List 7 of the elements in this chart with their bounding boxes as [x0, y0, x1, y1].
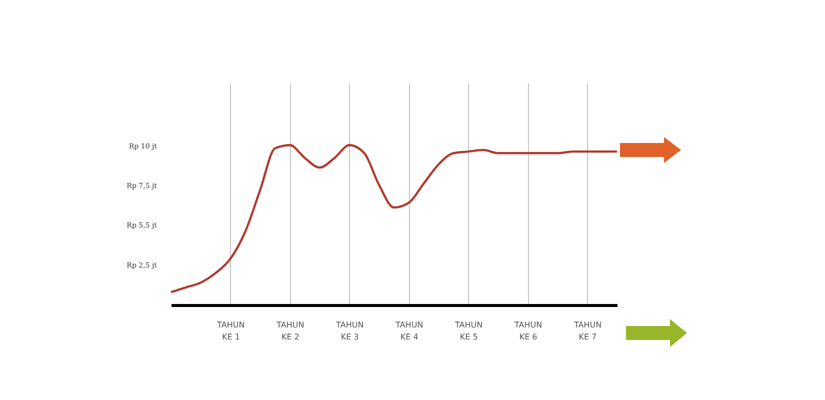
x-tick-label: TAHUN KE 5 — [454, 320, 483, 342]
x-tick-label: TAHUN KE 7 — [572, 320, 602, 342]
x-tick-label: TAHUN KE 4 — [394, 320, 424, 342]
x-tick-label: TAHUN KE 1 — [216, 320, 245, 342]
x-tick-label: TAHUN KE 2 — [276, 320, 304, 342]
x-tick-label: TAHUN KE 6 — [514, 320, 542, 342]
x-tick-label: TAHUN KE 3 — [335, 320, 364, 342]
